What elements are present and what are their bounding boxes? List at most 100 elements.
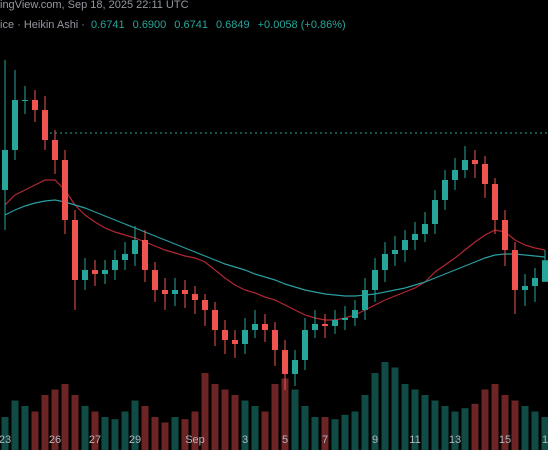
candle-body [212,310,218,330]
candle-body [322,324,328,326]
candle-body [62,160,68,220]
candle-body [372,270,378,290]
candle-body [252,324,258,330]
volume-bar [111,419,119,450]
volume-bar [411,389,419,450]
volume-bar [331,419,339,450]
candle-body [102,270,108,274]
volume-bar [281,378,289,450]
volume-bar [131,400,139,450]
candle-body [182,290,188,294]
candle-body [362,290,368,310]
candle-body [122,254,128,260]
volume-bar [81,406,89,450]
moving-averages [4,179,546,321]
x-tick-label: 1 [542,434,548,446]
candle-body [462,160,468,170]
symbol: ice · Heikin Ashi · [0,19,85,31]
candle-body [82,270,88,280]
candle-body [142,240,148,270]
x-tick-label: 13 [449,434,461,446]
candle-body [262,324,268,330]
x-tick-label: 11 [409,434,420,446]
candle-body [222,330,228,340]
candle-body [192,294,198,300]
x-tick-label: 5 [282,434,288,446]
volume-bar [471,403,479,450]
candle-body [502,220,508,250]
candle-body [272,330,278,350]
ohlc-value: 0.6741 [174,19,208,31]
volume-bar [301,406,309,450]
volume-bar [51,389,59,450]
volume-bar [161,422,169,450]
volume-bar [311,417,319,450]
volume-bar [201,373,209,450]
candle-body [412,234,418,240]
x-tick-label: 7 [322,434,328,446]
candle-body [442,180,448,200]
candle-body [52,140,58,160]
candle-body [312,324,318,330]
volume-bar [211,384,219,450]
volume-bar [251,406,259,450]
x-tick-label: 3 [242,434,248,446]
candle-body [472,160,478,164]
volume-bar [101,417,109,450]
moving-average [4,199,546,297]
candle-body [482,164,488,184]
candle-body [232,340,238,344]
volume-bar [461,408,469,450]
volume-bar [261,411,269,450]
candle-body [152,270,158,290]
x-tick-label: 9 [372,434,378,446]
candle-body [202,300,208,310]
candle-body [12,100,18,150]
volume-bar [71,395,79,450]
volume-bar [151,417,159,450]
moving-average [4,179,546,321]
volume-bar [241,400,249,450]
volume-bar [141,406,149,450]
candle-body [382,254,388,270]
x-axis: 23 26 27 29 Sep 3 5 7 9 11 13 15 1 [0,434,548,446]
x-tick-label: 15 [499,434,511,446]
volume-pane [1,362,548,450]
x-tick-label: 26 [49,434,61,446]
candle-body [242,330,248,344]
x-tick-label: 27 [89,434,101,446]
volume-bar [351,411,359,450]
volume-bar [401,384,409,450]
x-tick-label: 23 [0,434,11,446]
volume-bar [511,400,519,450]
volume-bar [381,362,389,450]
candle-body [132,240,138,254]
change: +0.0058 (+0.86%) [258,19,346,31]
candle-body [352,310,358,318]
candle-body [432,200,438,224]
volume-bar [431,400,439,450]
volume-bar [491,384,499,450]
candle-body [72,220,78,280]
candle-body [42,110,48,140]
candle-body [342,318,348,320]
candle-body [302,330,308,360]
candle-body [2,150,8,190]
volume-bar [361,395,369,450]
candle-body [492,184,498,220]
volume-bar [221,389,229,450]
volume-bar [531,411,539,450]
candles [2,60,548,390]
volume-bar [541,417,548,450]
candle-body [422,224,428,234]
ohlc-value: 0.6741 [91,19,125,31]
volume-bar [61,384,69,450]
ohlc-value: 0.6849 [216,19,250,31]
volume-bar [291,389,299,450]
volume-bar [371,373,379,450]
volume-bar [41,395,49,450]
volume-bar [451,411,459,450]
volume-bar [31,411,39,450]
